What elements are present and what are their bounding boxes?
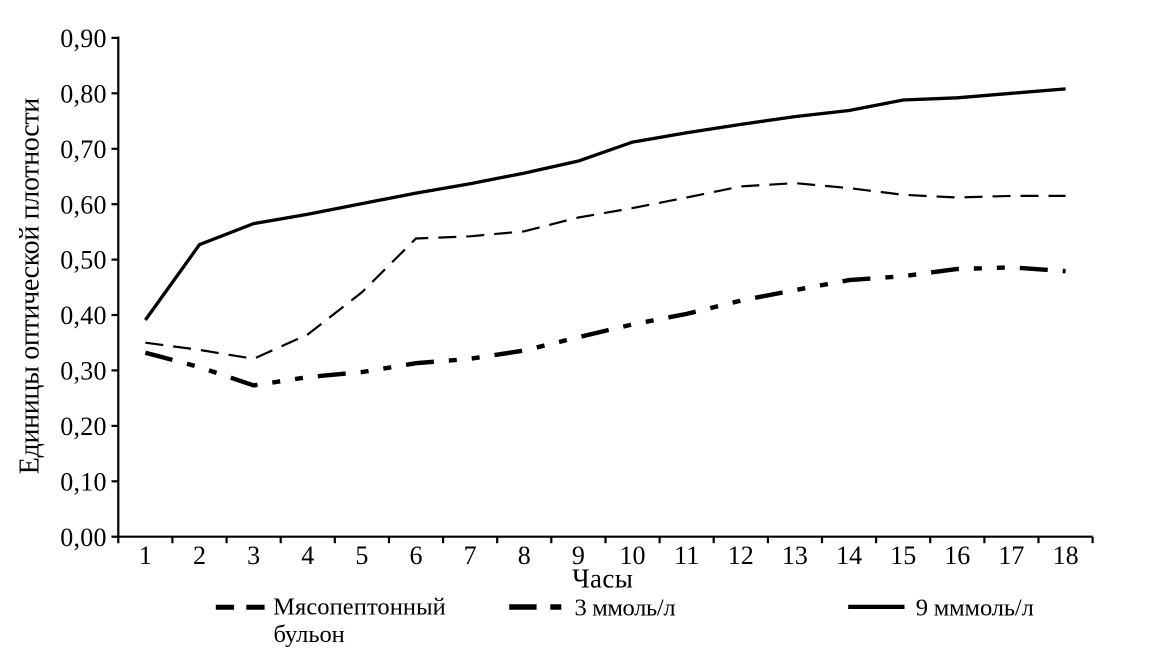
svg-text:9 мммоль/л: 9 мммоль/л <box>916 595 1034 622</box>
svg-text:0,90: 0,90 <box>60 24 106 53</box>
svg-text:18: 18 <box>1053 541 1079 570</box>
svg-text:9: 9 <box>572 541 585 570</box>
svg-text:5: 5 <box>355 541 368 570</box>
svg-text:1: 1 <box>139 541 152 570</box>
svg-text:0,80: 0,80 <box>60 79 106 108</box>
svg-text:8: 8 <box>518 541 531 570</box>
svg-text:6: 6 <box>410 541 423 570</box>
svg-text:0,40: 0,40 <box>60 301 106 330</box>
svg-text:Мясопептонный: Мясопептонный <box>273 594 446 621</box>
svg-text:13: 13 <box>782 541 808 570</box>
svg-text:0,00: 0,00 <box>60 523 106 552</box>
svg-text:3: 3 <box>247 541 260 570</box>
svg-text:2: 2 <box>193 541 206 570</box>
svg-text:12: 12 <box>728 541 754 570</box>
svg-text:0,10: 0,10 <box>60 467 106 496</box>
svg-text:14: 14 <box>836 541 862 570</box>
svg-text:Часы: Часы <box>572 564 633 594</box>
svg-text:4: 4 <box>301 541 314 570</box>
svg-text:10: 10 <box>620 541 646 570</box>
svg-text:11: 11 <box>674 541 699 570</box>
svg-text:0,20: 0,20 <box>60 412 106 441</box>
svg-text:17: 17 <box>998 541 1024 570</box>
svg-text:0,30: 0,30 <box>60 357 106 386</box>
svg-text:0,60: 0,60 <box>60 190 106 219</box>
svg-text:бульон: бульон <box>274 621 345 648</box>
svg-text:0,50: 0,50 <box>60 246 106 275</box>
svg-text:7: 7 <box>464 541 477 570</box>
svg-text:0,70: 0,70 <box>60 135 106 164</box>
svg-text:3 ммоль/л: 3 ммоль/л <box>575 595 676 622</box>
svg-text:16: 16 <box>944 541 970 570</box>
svg-text:Единицы оптической плотности: Единицы оптической плотности <box>14 98 45 475</box>
svg-text:15: 15 <box>890 541 916 570</box>
